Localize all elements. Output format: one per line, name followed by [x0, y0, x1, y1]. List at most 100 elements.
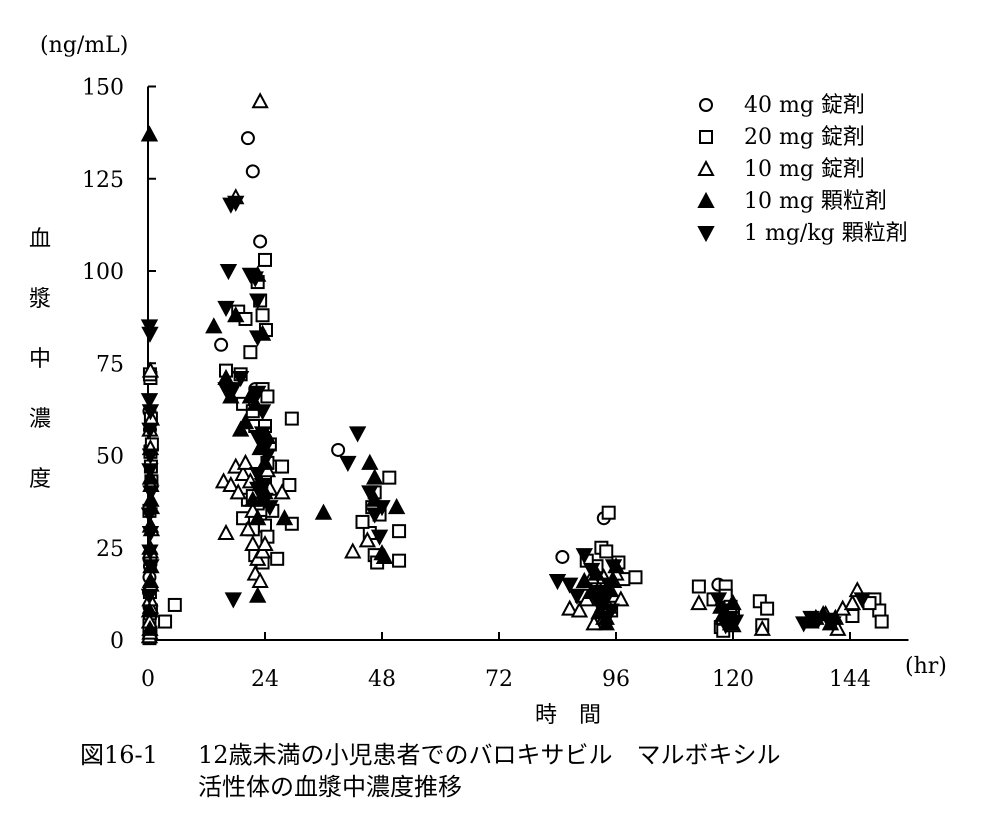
x-tick-label: 0 [141, 667, 155, 692]
data-point [373, 500, 391, 517]
y-label-char: 漿 [29, 287, 51, 312]
data-point [366, 468, 384, 485]
data-point [382, 470, 397, 485]
legend-label: 40 mg 錠剤 [744, 93, 865, 118]
data-point [167, 597, 182, 612]
data-point [366, 507, 384, 524]
data-point [234, 464, 252, 481]
data-point [348, 426, 367, 443]
data-point [275, 459, 290, 474]
data-point [214, 337, 229, 352]
y-unit-label: (ng/mL) [40, 33, 128, 58]
data-point [753, 619, 771, 636]
data-point [140, 125, 159, 142]
y-tick-label: 75 [96, 352, 124, 377]
data-point [229, 483, 247, 500]
y-axis-label: 血漿中濃度 [29, 227, 51, 492]
data-point [628, 570, 643, 585]
data-point [548, 573, 567, 591]
y-tick-label: 50 [96, 445, 124, 470]
data-point [258, 252, 272, 267]
data-point [331, 442, 346, 457]
data-point [375, 547, 394, 564]
data-point [249, 509, 267, 526]
data-point [575, 548, 593, 565]
data-point [141, 422, 159, 439]
data-point [142, 559, 160, 576]
y-tick-label: 150 [82, 76, 124, 101]
data-point [240, 131, 255, 146]
data-point [244, 490, 262, 507]
data-point [227, 195, 245, 212]
data-point [258, 448, 277, 465]
data-point [246, 271, 264, 288]
x-axis-label: 時 間 [535, 703, 601, 728]
x-tick-label: 120 [712, 667, 754, 692]
legend-marker [697, 226, 715, 243]
data-point [575, 571, 593, 588]
y-tick-label: 0 [110, 629, 124, 654]
x-tick-label: 96 [602, 667, 630, 692]
data-point [874, 614, 889, 629]
y-label-char: 濃 [29, 407, 51, 432]
data-point [344, 542, 362, 559]
data-point [253, 404, 272, 421]
y-label-char: 度 [29, 467, 51, 492]
data-point [370, 529, 389, 546]
y-label-char: 血 [29, 227, 51, 252]
data-point [612, 590, 630, 607]
legend-marker [697, 191, 715, 208]
data-point [314, 503, 333, 520]
data-point [590, 603, 608, 620]
data-point [141, 544, 159, 561]
data-point [760, 601, 775, 616]
data-point [690, 593, 708, 611]
data-point [249, 586, 267, 603]
data-point [261, 500, 279, 517]
data-point [251, 571, 269, 588]
data-point [555, 549, 570, 564]
data-point [273, 483, 291, 500]
data-point [140, 601, 159, 618]
data-point [141, 361, 160, 378]
data-point [597, 614, 615, 631]
data-point [275, 509, 294, 526]
data-point [141, 326, 159, 343]
caption-line-1: 12歳未満の小児患者でのバロキサビル マルボキシル [198, 741, 781, 769]
y-tick-label: 125 [82, 168, 124, 193]
data-point [282, 478, 297, 493]
data-point [158, 614, 173, 629]
data-point [602, 603, 620, 620]
x-axis-ticks: 0 24 48 72 96 120 144 [141, 632, 871, 692]
legend-marker [697, 159, 715, 176]
data-point [270, 551, 285, 566]
data-point [253, 234, 268, 249]
data-point [245, 164, 260, 179]
data-point [355, 514, 370, 529]
data-point [231, 371, 250, 388]
data-point [141, 448, 160, 465]
data-point [141, 571, 160, 588]
data-point [795, 616, 813, 633]
data-point [843, 593, 862, 611]
data-point [141, 463, 159, 480]
data-point [251, 92, 269, 109]
legend-label: 20 mg 錠剤 [744, 125, 865, 150]
data-point [249, 466, 267, 484]
data-point [601, 505, 616, 520]
x-tick-label: 48 [368, 667, 396, 692]
data-point [339, 455, 357, 472]
data-point [253, 426, 272, 443]
data-point [392, 524, 407, 539]
data-point [217, 300, 235, 318]
data-point [249, 481, 267, 498]
data-point [219, 264, 238, 281]
data-point [222, 475, 240, 493]
data-point [239, 520, 257, 537]
x-unit-label: (hr) [905, 654, 947, 679]
y-tick-label: 100 [82, 260, 124, 285]
data-point [561, 599, 579, 616]
data-point [592, 585, 611, 602]
data-point [249, 293, 267, 310]
data-point [142, 485, 160, 502]
